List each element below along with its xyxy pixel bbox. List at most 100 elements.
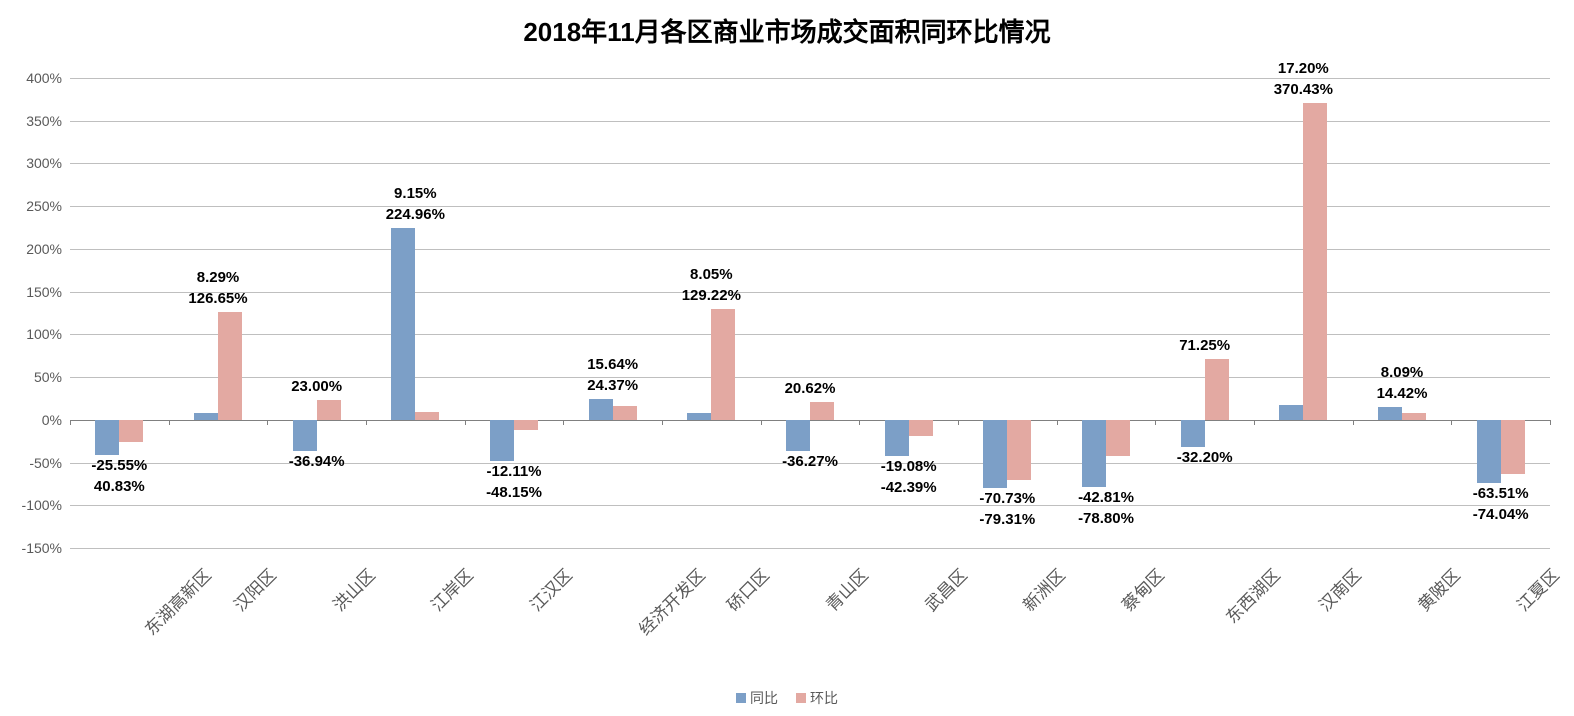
grid-line (70, 334, 1550, 335)
legend-label-mom: 环比 (810, 688, 838, 708)
x-category-label: 蔡甸区 (1115, 562, 1169, 616)
data-label-yoy: 14.42% (1377, 385, 1428, 402)
data-label-mom: -63.51% (1473, 485, 1529, 502)
bar-yoy (490, 420, 514, 461)
grid-line (70, 548, 1550, 549)
x-tick (1451, 420, 1452, 425)
legend: 同比 环比 (0, 688, 1574, 708)
data-label-yoy: 24.37% (587, 377, 638, 394)
x-category-label: 黄陂区 (1411, 562, 1465, 616)
bar-mom (613, 406, 637, 419)
x-tick (958, 420, 959, 425)
grid-line (70, 249, 1550, 250)
bar-mom (711, 309, 735, 419)
bar-yoy (983, 420, 1007, 488)
bar-yoy (293, 420, 317, 452)
bar-yoy (391, 228, 415, 420)
bar-yoy (95, 420, 119, 455)
data-label-mom: -42.81% (1078, 489, 1134, 506)
bar-mom (1007, 420, 1031, 480)
bar-yoy (1477, 420, 1501, 483)
legend-swatch-yoy (736, 693, 746, 703)
data-label-yoy: 224.96% (386, 206, 445, 223)
x-category-label: 东西湖区 (1219, 562, 1285, 628)
plot-area (70, 78, 1550, 548)
y-tick-label: 300% (7, 155, 62, 171)
bar-yoy (786, 420, 810, 451)
bar-yoy (194, 413, 218, 420)
bar-mom (415, 412, 439, 420)
y-tick-label: -150% (7, 540, 62, 556)
data-label-yoy: -78.80% (1078, 510, 1134, 527)
bar-yoy (589, 399, 613, 420)
x-category-label: 江岸区 (424, 562, 478, 616)
bar-yoy (1082, 420, 1106, 487)
data-label-mom: -25.55% (91, 457, 147, 474)
legend-label-yoy: 同比 (750, 688, 778, 708)
bar-mom (317, 400, 341, 420)
grid-line (70, 163, 1550, 164)
data-label-mom: 129.22% (682, 287, 741, 304)
y-tick-label: 100% (7, 326, 62, 342)
x-category-label: 洪山区 (326, 562, 380, 616)
bar-yoy (1279, 405, 1303, 420)
x-tick (1057, 420, 1058, 425)
x-category-label: 新洲区 (1016, 562, 1070, 616)
bar-mom (218, 312, 242, 420)
y-tick-label: 50% (7, 369, 62, 385)
legend-item-mom: 环比 (796, 688, 838, 708)
data-label-yoy: -48.15% (486, 484, 542, 501)
bar-mom (1501, 420, 1525, 474)
x-tick (1353, 420, 1354, 425)
data-label-mom: 8.09% (1381, 364, 1424, 381)
x-tick (1550, 420, 1551, 425)
bar-mom (810, 402, 834, 420)
grid-line (70, 121, 1550, 122)
data-label-mom: 23.00% (291, 378, 342, 395)
x-category-label: 硚口区 (720, 562, 774, 616)
data-label-yoy: -74.04% (1473, 506, 1529, 523)
chart-container: 2018年11月各区商业市场成交面积同环比情况 -150%-100%-50%0%… (0, 0, 1574, 716)
grid-line (70, 292, 1550, 293)
legend-item-yoy: 同比 (736, 688, 778, 708)
x-category-label: 汉阳区 (227, 562, 281, 616)
bar-mom (1303, 103, 1327, 420)
data-label-mom: 71.25% (1179, 337, 1230, 354)
x-category-label: 江汉区 (523, 562, 577, 616)
grid-line (70, 206, 1550, 207)
x-tick (169, 420, 170, 425)
x-category-label: 汉南区 (1312, 562, 1366, 616)
x-tick (662, 420, 663, 425)
grid-line (70, 78, 1550, 79)
x-tick (1254, 420, 1255, 425)
x-tick (859, 420, 860, 425)
legend-swatch-mom (796, 693, 806, 703)
y-tick-label: -50% (7, 455, 62, 471)
data-label-mom: 9.15% (394, 185, 437, 202)
bar-mom (909, 420, 933, 436)
y-tick-label: 250% (7, 198, 62, 214)
x-category-label: 武昌区 (918, 562, 972, 616)
data-label-mom: -19.08% (881, 458, 937, 475)
data-label-mom: 126.65% (188, 290, 247, 307)
y-tick-label: 400% (7, 70, 62, 86)
data-label-yoy: -36.94% (289, 453, 345, 470)
data-label-yoy: 8.05% (690, 266, 733, 283)
data-label-mom: -12.11% (486, 463, 541, 480)
data-label-mom: 370.43% (1274, 81, 1333, 98)
data-label-yoy: -42.39% (881, 479, 937, 496)
x-category-label: 江夏区 (1510, 562, 1564, 616)
data-label-mom: -70.73% (979, 490, 1035, 507)
y-tick-label: 150% (7, 284, 62, 300)
bar-yoy (885, 420, 909, 456)
x-category-label: 青山区 (819, 562, 873, 616)
x-tick (465, 420, 466, 425)
y-tick-label: 350% (7, 113, 62, 129)
x-category-label: 经济开发区 (632, 562, 710, 640)
bar-yoy (1378, 407, 1402, 419)
data-label-mom: 15.64% (587, 356, 638, 373)
grid-line (70, 505, 1550, 506)
x-category-label: 东湖高新区 (138, 562, 216, 640)
x-tick (366, 420, 367, 425)
bar-mom (514, 420, 538, 430)
